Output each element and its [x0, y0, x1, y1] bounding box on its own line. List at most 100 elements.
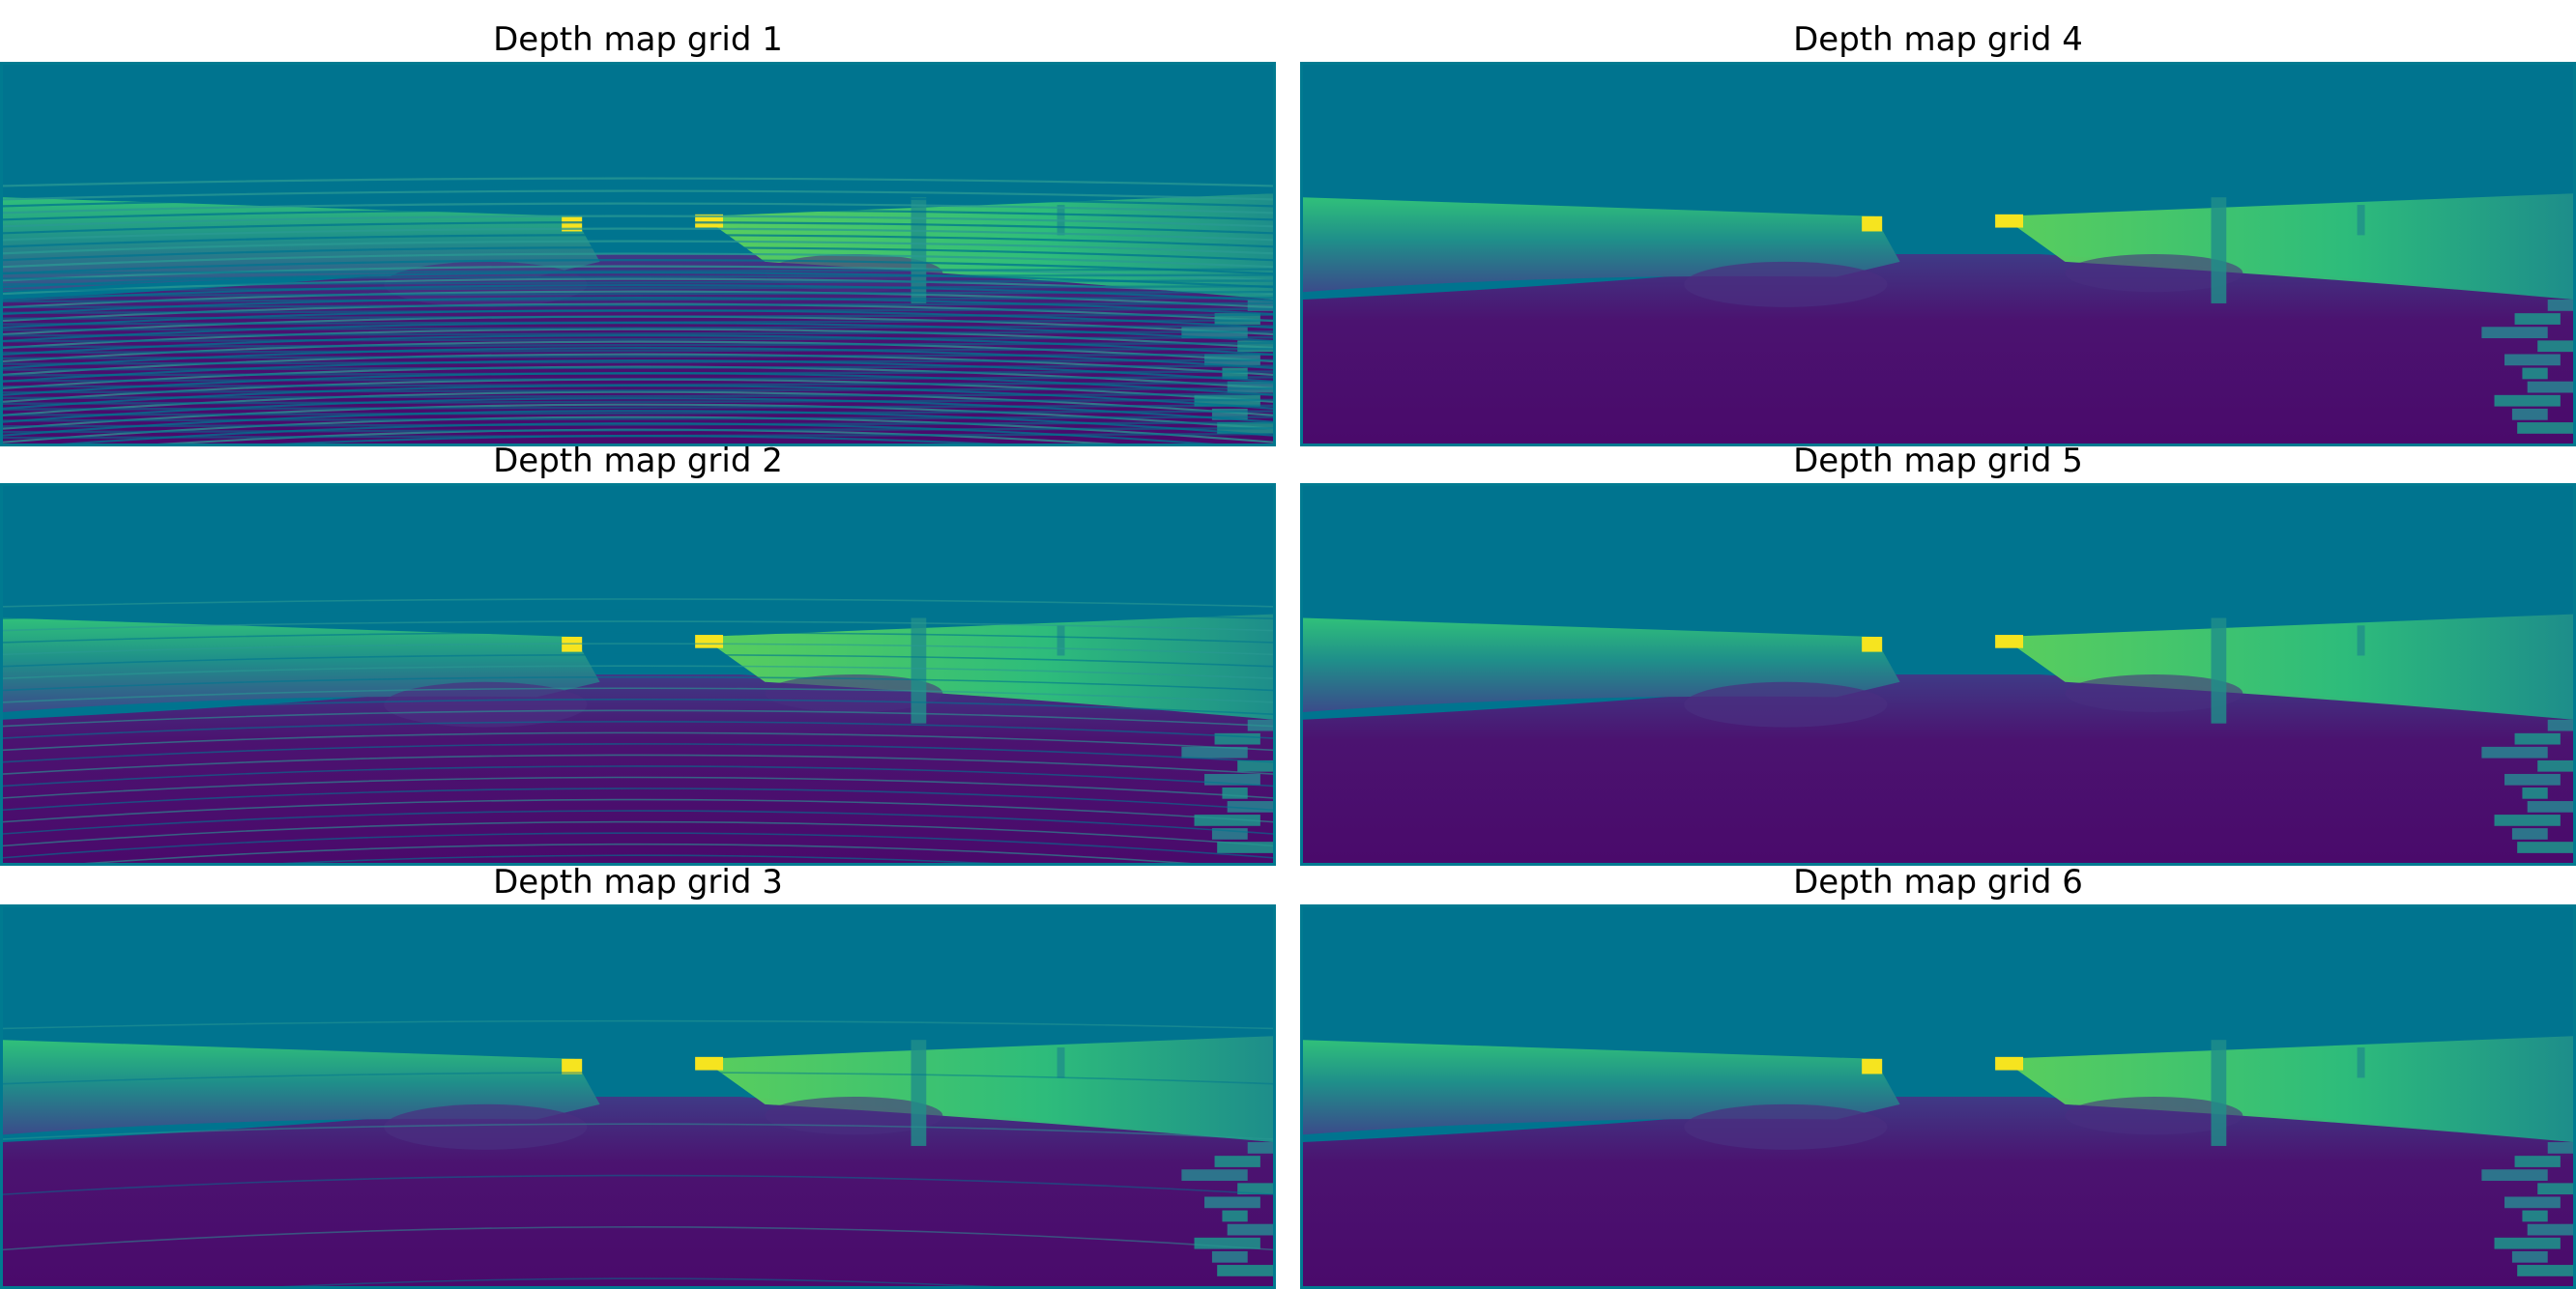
near-object-highlight — [1995, 635, 2024, 648]
lidar-scan-line — [3, 1123, 1273, 1140]
lidar-scan-line — [3, 643, 1273, 656]
pole-shape — [2357, 205, 2365, 236]
clutter-block — [1181, 746, 1248, 759]
clutter-block — [1247, 1142, 1273, 1154]
lidar-scan-line — [3, 392, 1273, 400]
ground-region — [3, 674, 1273, 863]
lidar-scan-line — [3, 325, 1273, 331]
lidar-scan-line — [3, 285, 1273, 292]
ground-region — [3, 1097, 1273, 1286]
lidar-scan-line — [3, 765, 1273, 788]
lidar-scan-line — [84, 843, 1192, 863]
shadow-region — [2065, 1097, 2243, 1135]
clutter-block — [2481, 746, 2548, 759]
clutter-block — [2511, 1250, 2548, 1263]
ground-region — [1303, 1097, 2573, 1286]
lidar-scan-line — [3, 665, 1273, 679]
lidar-scan-line — [3, 653, 1273, 668]
panel-grid-2: Depth map grid 2 — [0, 441, 1276, 866]
clutter-block — [1211, 828, 1248, 840]
lidar-scan-line — [3, 832, 1273, 859]
right-wall-region — [2001, 1036, 2573, 1143]
clutter-block — [2517, 842, 2573, 853]
panel-title: Depth map grid 5 — [1793, 442, 2083, 480]
clutter-block — [1217, 842, 1273, 853]
lidar-scan-line — [3, 221, 1273, 235]
clutter-block — [1204, 773, 1260, 786]
clutter-block — [1181, 1169, 1248, 1182]
panel-grid-3: Depth map grid 3 — [0, 862, 1276, 1289]
clutter-block — [2494, 1237, 2561, 1249]
pole-shape — [2211, 197, 2227, 303]
panel-title: Depth map grid 1 — [493, 20, 783, 59]
near-object-highlight — [695, 214, 724, 228]
lidar-scan-line — [3, 252, 1273, 269]
panel-grid-6: Depth map grid 6 — [1300, 862, 2576, 1289]
clutter-block — [1247, 300, 1273, 311]
lidar-scan-line — [3, 721, 1273, 739]
clutter-block — [2547, 719, 2573, 731]
shadow-region — [1684, 1103, 1888, 1150]
lidar-scan-line — [3, 398, 1273, 406]
clutter-block — [2511, 408, 2548, 420]
shadow-region — [1684, 681, 1888, 728]
lidar-scan-line — [3, 359, 1273, 383]
clutter-block — [2522, 1210, 2548, 1222]
lidar-scan-line — [3, 820, 1273, 847]
clutter-block — [1214, 1156, 1260, 1167]
lidar-scan-line — [3, 336, 1273, 343]
lidar-scan-line — [3, 1019, 1273, 1030]
lidar-scan-line — [3, 330, 1273, 337]
lidar-scan-line — [60, 422, 1216, 444]
depth-map-image — [0, 483, 1276, 866]
lidar-scan-line — [3, 798, 1273, 823]
clutter-block — [2481, 327, 2548, 339]
clutter-block — [1194, 1237, 1260, 1249]
lidar-scan-line — [3, 376, 1273, 383]
lidar-scan-line — [3, 319, 1273, 326]
near-object-highlight — [1862, 1058, 1883, 1074]
lidar-scan-line — [3, 404, 1273, 411]
clutter-block — [1227, 801, 1273, 813]
lidar-scan-line — [3, 370, 1273, 377]
near-object-highlight — [562, 1058, 583, 1074]
clutter-block — [2504, 1196, 2561, 1209]
pole-shape — [1056, 1047, 1065, 1078]
lidar-scan-line — [3, 598, 1273, 608]
lidar-scan-line — [3, 227, 1273, 242]
right-wall-region — [701, 193, 1273, 301]
lidar-scan-line — [3, 291, 1273, 298]
lidar-scan-line — [3, 296, 1273, 303]
clutter-block — [1227, 1223, 1273, 1236]
clutter-block — [2517, 422, 2573, 434]
lidar-scan-line — [3, 788, 1273, 812]
clutter-block — [2514, 313, 2561, 325]
lidar-scan-line — [3, 240, 1273, 255]
lidar-scan-line — [3, 313, 1273, 320]
lidar-scan-line — [281, 1277, 995, 1286]
near-object-highlight — [1995, 1056, 2024, 1071]
clutter-block — [2494, 394, 2561, 407]
lidar-scan-line — [3, 341, 1273, 349]
shadow-region — [384, 1103, 588, 1150]
clutter-block — [2517, 1265, 2573, 1276]
lidar-scan-line — [3, 687, 1273, 703]
lidar-scan-line — [3, 427, 1273, 434]
lidar-scan-line — [3, 347, 1273, 355]
clutter-block — [2494, 815, 2561, 826]
depth-map-image — [1300, 62, 2576, 446]
shadow-region — [1684, 261, 1888, 307]
lidar-scan-line — [3, 743, 1273, 763]
lidar-scan-line — [3, 754, 1273, 775]
panel-title: Depth map grid 4 — [1793, 20, 2083, 59]
clutter-block — [2527, 801, 2573, 813]
depth-map-svg — [3, 486, 1273, 863]
clutter-block — [2547, 1142, 2573, 1154]
shadow-region — [2065, 674, 2243, 712]
pole-shape — [911, 1040, 927, 1146]
near-object-highlight — [1862, 637, 1883, 652]
depth-map-svg — [1303, 907, 2573, 1286]
panel-grid-5: Depth map grid 5 — [1300, 441, 2576, 866]
clutter-block — [2514, 732, 2561, 745]
clutter-block — [2514, 1156, 2561, 1167]
